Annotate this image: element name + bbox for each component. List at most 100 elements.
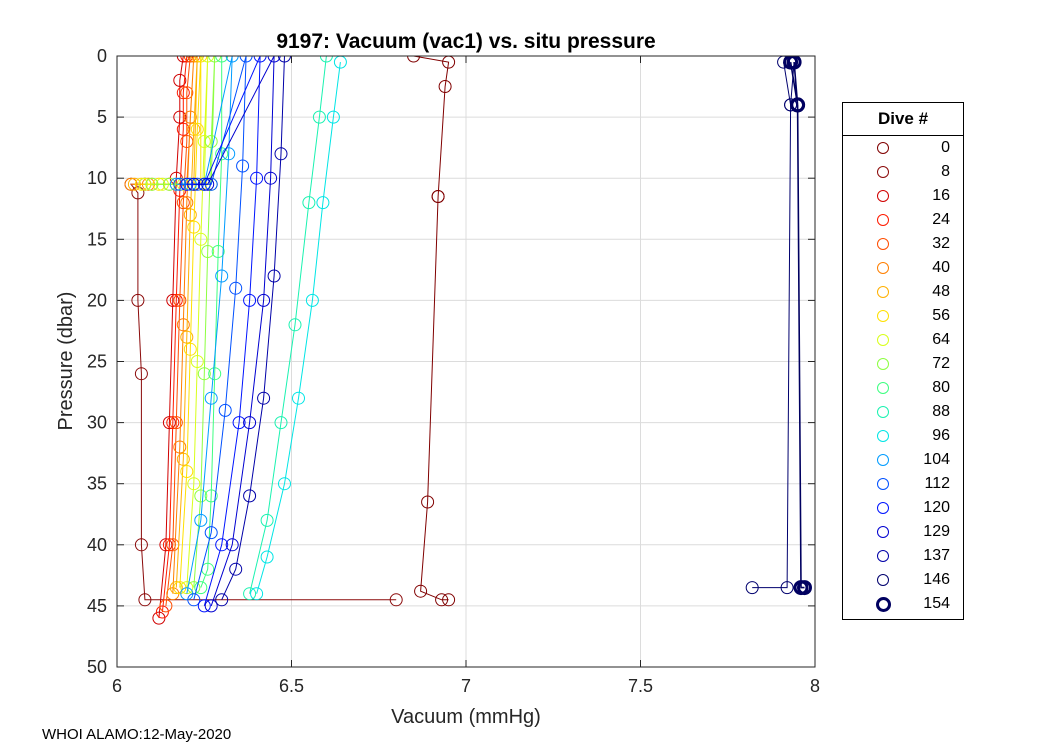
data-point	[442, 593, 456, 607]
y-tick-label: 45	[87, 596, 107, 616]
legend-marker	[877, 550, 889, 562]
data-point	[278, 56, 291, 63]
y-tick-label: 50	[87, 657, 107, 677]
data-point	[253, 56, 267, 63]
data-point	[243, 293, 257, 307]
data-point	[257, 293, 271, 307]
data-point	[232, 416, 246, 430]
data-point	[176, 452, 190, 466]
legend-title: Dive #	[843, 103, 963, 136]
data-point	[183, 110, 197, 124]
data-point	[292, 391, 305, 405]
y-tick-label: 0	[97, 46, 107, 66]
legend-entry: 154	[843, 592, 963, 616]
series-dive-129	[187, 56, 281, 613]
data-point	[229, 562, 243, 576]
data-point	[173, 293, 187, 307]
legend-marker	[877, 406, 889, 418]
legend-marker	[877, 382, 889, 394]
legend-label: 64	[932, 331, 950, 348]
legend-marker	[877, 358, 889, 370]
data-point	[166, 293, 180, 307]
data-point	[215, 56, 229, 63]
legend-label: 24	[932, 211, 950, 228]
data-point	[173, 73, 187, 87]
data-point	[389, 593, 403, 607]
data-point	[790, 97, 806, 113]
legend-entry: 24	[843, 208, 963, 232]
data-point	[197, 367, 211, 381]
data-point	[229, 281, 243, 295]
data-point	[211, 245, 225, 258]
legend-marker	[877, 310, 889, 322]
series-dive-137	[215, 56, 291, 607]
data-point	[190, 56, 204, 63]
data-point	[169, 581, 183, 595]
data-point	[173, 440, 187, 454]
legend-marker	[877, 574, 889, 586]
data-point	[797, 580, 812, 596]
legend-entry: 72	[843, 352, 963, 376]
chart-title: 9197: Vacuum (vac1) vs. situ pressure	[276, 30, 655, 53]
data-point	[260, 513, 274, 527]
data-point	[176, 318, 190, 332]
data-point	[243, 489, 257, 503]
data-point	[267, 56, 281, 63]
data-point	[183, 56, 197, 63]
data-point	[173, 110, 187, 124]
legend-entry: 137	[843, 544, 963, 568]
data-point	[159, 599, 173, 613]
legend-marker	[877, 262, 889, 274]
series-dive-154	[783, 56, 812, 596]
data-point	[257, 391, 271, 405]
data-point	[176, 86, 190, 100]
legend-entry: 88	[843, 400, 963, 424]
data-point	[197, 599, 211, 613]
series-line	[165, 56, 191, 606]
legend-label: 129	[923, 523, 950, 540]
legend-marker	[877, 430, 889, 442]
footer-label: WHOI ALAMO:12-May-2020	[42, 726, 232, 743]
legend-marker	[877, 286, 889, 298]
data-point	[316, 196, 330, 210]
legend-label: 16	[932, 187, 950, 204]
legend-label: 120	[923, 499, 950, 516]
legend-marker	[877, 166, 889, 178]
legend-label: 112	[924, 475, 950, 492]
data-point	[243, 416, 257, 430]
series-line	[200, 56, 223, 588]
data-point	[250, 587, 264, 601]
legend-entry: 146	[843, 568, 963, 592]
data-point	[127, 177, 141, 191]
data-point	[190, 355, 204, 368]
legend-entry: 120	[843, 496, 963, 520]
x-tick-label: 7.5	[628, 676, 653, 696]
data-point	[215, 269, 229, 283]
legend-entry: 64	[843, 328, 963, 352]
data-point	[201, 245, 215, 258]
legend-label: 72	[932, 355, 950, 372]
data-point	[204, 489, 218, 503]
series-dive-120	[180, 56, 267, 613]
data-point	[194, 56, 208, 63]
data-point	[784, 98, 798, 112]
legend-marker	[877, 526, 889, 538]
data-point	[190, 122, 204, 136]
y-tick-label: 5	[97, 107, 107, 127]
data-point	[152, 611, 166, 625]
data-point	[173, 177, 187, 191]
data-point	[145, 177, 159, 191]
y-tick-label: 35	[87, 474, 107, 494]
series-dive-88	[243, 56, 333, 601]
series-line	[129, 183, 397, 601]
legend-entry: 56	[843, 304, 963, 328]
y-tick-label: 25	[87, 352, 107, 372]
legend-entry: 32	[843, 232, 963, 256]
data-point	[187, 122, 201, 136]
axis-ticks: 6 6.5 7 7.5 8 0 5 10 15 20 25 30 35 40 45 50	[87, 46, 820, 696]
series-line	[186, 56, 261, 607]
legend-entry: 104	[843, 448, 963, 472]
legend-label: 32	[932, 235, 950, 252]
y-tick-label: 15	[87, 229, 107, 249]
